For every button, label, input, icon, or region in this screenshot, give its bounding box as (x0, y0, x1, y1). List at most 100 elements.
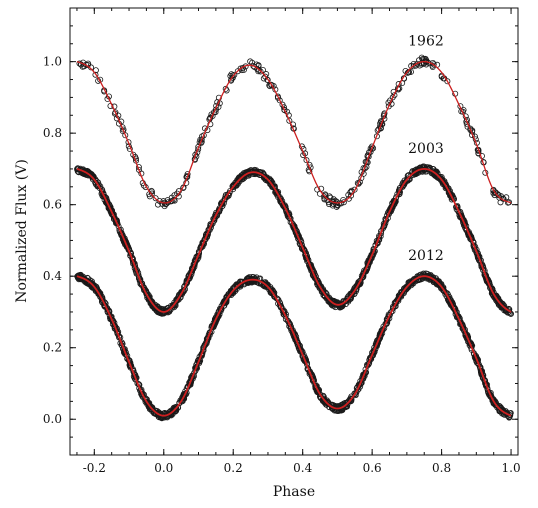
observation-point (227, 291, 234, 298)
observation-point (169, 304, 176, 311)
observation-point (367, 255, 374, 262)
model-curve-1962 (76, 60, 512, 204)
observation-point (154, 201, 161, 208)
observation-point (456, 209, 463, 216)
x-tick-label: 0.6 (363, 461, 382, 475)
observation-point (410, 277, 417, 284)
observation-point (160, 310, 167, 317)
x-tick-label: 1.0 (502, 461, 521, 475)
observation-point (282, 313, 289, 320)
x-axis-title: Phase (273, 484, 315, 500)
observation-point (386, 311, 393, 318)
observation-point (385, 103, 392, 110)
observation-point (394, 296, 401, 303)
observation-point (169, 302, 176, 309)
model-curve-2003 (76, 168, 512, 313)
observation-point (325, 400, 332, 407)
observation-point (398, 289, 405, 296)
y-axis-title: Normalized Flux (V) (14, 159, 30, 303)
observation-point (240, 66, 247, 73)
observation-point (176, 400, 183, 407)
observation-point (388, 309, 395, 316)
observation-point (215, 311, 222, 318)
observation-point (229, 74, 236, 81)
observation-point (345, 195, 352, 202)
observation-point (112, 109, 119, 116)
observation-point (286, 117, 293, 124)
observation-point (159, 200, 166, 207)
observation-point (264, 76, 271, 83)
observation-point (252, 275, 259, 282)
observation-point (268, 81, 275, 88)
y-tick-label: 0.6 (43, 198, 62, 212)
observation-point (98, 188, 105, 195)
observation-point (160, 413, 167, 420)
observation-point (503, 194, 510, 201)
observation-point (492, 189, 499, 196)
observation-point (215, 206, 222, 213)
observation-point (504, 411, 511, 418)
observation-point (190, 264, 197, 271)
observation-point (433, 278, 440, 285)
observation-point (145, 295, 152, 302)
x-tick-label: 0.0 (154, 461, 173, 475)
x-tick-label: 0.2 (224, 461, 243, 475)
observation-point (92, 71, 99, 78)
observation-point (403, 284, 410, 291)
observation-point (144, 400, 151, 407)
observation-point (494, 298, 501, 305)
series-2012-points (74, 270, 514, 422)
axis-ticks: -0.2 0.0 0.2 0.4 0.6 0.8 1.0 0.0 0.2 0.4 0.6 0.8 1.0 (43, 8, 521, 475)
observation-point (168, 410, 175, 417)
series-label-2003: 2003 (408, 141, 444, 157)
y-tick-label: 1.0 (43, 55, 62, 69)
observation-point (345, 398, 352, 405)
series-label-2012: 2012 (408, 248, 444, 264)
observation-point (347, 192, 354, 199)
observation-point (430, 61, 437, 68)
observation-point (284, 209, 291, 216)
observation-point (460, 325, 467, 332)
observation-point (460, 218, 467, 225)
observation-point (273, 295, 280, 302)
y-tick-label: 0.8 (43, 126, 62, 140)
observation-point (355, 281, 362, 288)
observation-point (146, 403, 153, 410)
y-tick-label: 0.0 (43, 412, 62, 426)
observation-point (248, 275, 255, 282)
observation-point (165, 199, 172, 206)
observation-point (125, 139, 132, 146)
observation-point (108, 208, 115, 215)
y-tick-label: 0.2 (43, 341, 62, 355)
observation-point (109, 318, 116, 325)
observation-point (152, 195, 159, 202)
observation-point (234, 68, 241, 75)
observation-point (396, 189, 403, 196)
observation-point (321, 193, 328, 200)
observation-point (231, 182, 238, 189)
model-curves (76, 60, 512, 417)
observation-point (369, 251, 376, 258)
observation-point (291, 225, 298, 232)
observation-point (300, 246, 307, 253)
observation-point (486, 281, 493, 288)
observation-point (240, 173, 247, 180)
observation-point (326, 201, 333, 208)
series-labels: 1962 2003 2012 (408, 34, 444, 265)
observation-point (354, 282, 361, 289)
observation-point (400, 182, 407, 189)
x-tick-label: 0.4 (293, 461, 312, 475)
observation-point (180, 393, 187, 400)
observation-point (276, 97, 283, 104)
observation-point (303, 157, 310, 164)
observation-point (148, 190, 155, 197)
observation-point (293, 338, 300, 345)
observation-point (404, 69, 411, 76)
observation-point (227, 187, 234, 194)
model-curve-2012 (76, 275, 512, 417)
observation-point (311, 380, 318, 387)
observation-point (208, 221, 215, 228)
observation-point (277, 303, 284, 310)
observation-point (355, 180, 362, 187)
